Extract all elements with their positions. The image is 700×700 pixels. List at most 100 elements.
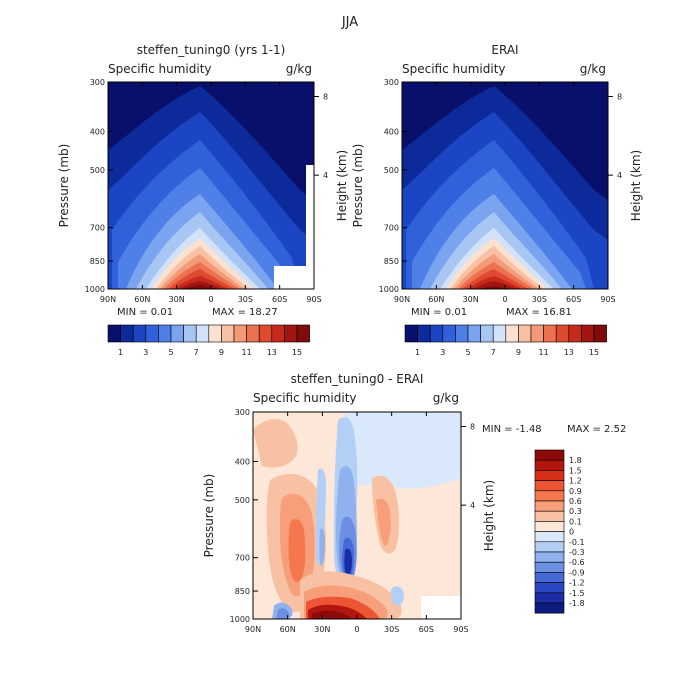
y-tick-label: 850 bbox=[384, 257, 399, 266]
colorbar-label: 5 bbox=[168, 348, 173, 357]
x-tick-label: 60S bbox=[419, 625, 434, 634]
difference-band bbox=[288, 519, 306, 583]
y-tick-label: 300 bbox=[90, 78, 105, 87]
max-label: MAX = 18.27 bbox=[212, 307, 278, 318]
colorbar-label: 1.8 bbox=[569, 456, 582, 465]
colorbar-swatch bbox=[518, 324, 532, 343]
colorbar-swatch bbox=[132, 324, 147, 343]
y-tick-label: 500 bbox=[90, 166, 105, 175]
difference-band bbox=[319, 528, 325, 566]
colorbar-swatch bbox=[534, 592, 565, 604]
colorbar-label: 0.6 bbox=[569, 497, 582, 506]
x-tick-label: 60N bbox=[280, 625, 296, 634]
y-tick-label: 300 bbox=[384, 78, 399, 87]
colorbar-label: 3 bbox=[143, 348, 148, 357]
colorbar-label: 7 bbox=[491, 348, 496, 357]
colorbar-label: 15 bbox=[589, 348, 599, 357]
difference-band bbox=[390, 586, 404, 606]
x-tick-label: 30S bbox=[384, 625, 399, 634]
x-tick-label: 60N bbox=[428, 295, 444, 304]
colorbar-swatch bbox=[581, 324, 595, 343]
x-tick-label: 0 bbox=[354, 625, 359, 634]
x-tick-label: 30N bbox=[463, 295, 479, 304]
colorbar-swatch bbox=[534, 602, 565, 614]
x-tick-label: 90N bbox=[245, 625, 261, 634]
y-tick-label: 700 bbox=[90, 224, 105, 233]
panel-model: steffen_tuning0 (yrs 1-1) Specific humid… bbox=[107, 43, 315, 318]
colorbar-swatch bbox=[467, 324, 481, 343]
y2-tick-label: 8 bbox=[470, 422, 475, 431]
panel-title: steffen_tuning0 - ERAI bbox=[291, 372, 424, 386]
humidity-band bbox=[472, 281, 517, 289]
y-tick-label: 300 bbox=[235, 408, 250, 417]
colorbar-label: -1.2 bbox=[569, 579, 585, 588]
colorbar-swatch bbox=[534, 521, 565, 532]
colorbar-label: 11 bbox=[539, 348, 549, 357]
colorbar-swatch bbox=[442, 324, 456, 343]
colorbar-swatch bbox=[534, 470, 565, 481]
x-tick-label: 60S bbox=[272, 295, 287, 304]
y-axis-title: Pressure (mb) bbox=[57, 144, 71, 228]
colorbar-label: -0.3 bbox=[569, 548, 585, 557]
axes-overlay: 90N 60N 30N 0 30S 60S 90S 300 400 500 700 850 1000 8 4… bbox=[57, 78, 643, 634]
colorbar-swatch bbox=[534, 551, 565, 563]
panel-title: ERAI bbox=[491, 43, 518, 57]
colorbar-label: 1 bbox=[415, 348, 420, 357]
colorbar-label: 13 bbox=[267, 348, 277, 357]
colorbar-label: 3 bbox=[440, 348, 445, 357]
y-tick-label: 1000 bbox=[85, 285, 105, 294]
colorbar-swatch bbox=[534, 480, 565, 492]
colorbar-swatch bbox=[284, 324, 298, 343]
colorbar-label: -1.5 bbox=[569, 589, 585, 598]
colorbar-swatch bbox=[534, 531, 565, 543]
colorbar-swatch bbox=[417, 324, 431, 343]
colorbar-label: 13 bbox=[564, 348, 574, 357]
colorbar-label: 1 bbox=[118, 348, 123, 357]
x-tick-label: 60N bbox=[134, 295, 150, 304]
colorbar-swatch bbox=[534, 510, 565, 522]
units-label: g/kg bbox=[580, 62, 606, 76]
y2-axis-title: Height (km) bbox=[629, 150, 643, 221]
colorbar-label: 5 bbox=[465, 348, 470, 357]
x-tick-label: 90N bbox=[100, 295, 116, 304]
y-tick-label: 1000 bbox=[379, 285, 399, 294]
colorbar-swatch bbox=[534, 561, 565, 573]
y-tick-label: 1000 bbox=[230, 615, 250, 624]
max-label: MAX = 16.81 bbox=[506, 307, 572, 318]
y-tick-label: 400 bbox=[90, 127, 105, 136]
colorbar-label: 7 bbox=[194, 348, 199, 357]
missing-data-mask bbox=[274, 266, 314, 289]
y-tick-label: 500 bbox=[384, 166, 399, 175]
x-tick-label: 90S bbox=[600, 295, 615, 304]
difference-band bbox=[344, 548, 352, 576]
difference-band bbox=[376, 498, 391, 546]
colorbar-label: -0.9 bbox=[569, 568, 585, 577]
colorbar-swatch bbox=[593, 324, 607, 343]
colorbar-swatch bbox=[107, 324, 121, 343]
contour-field bbox=[253, 412, 461, 619]
x-tick-label: 90S bbox=[453, 625, 468, 634]
colorbar-swatch bbox=[534, 449, 565, 461]
y-tick-label: 400 bbox=[235, 457, 250, 466]
missing-data-mask bbox=[421, 596, 461, 619]
colorbar-swatch bbox=[543, 324, 557, 343]
colorbar-swatch bbox=[170, 324, 184, 343]
difference-band bbox=[276, 608, 290, 619]
contour-field bbox=[402, 82, 608, 289]
colorbar-label: 0.3 bbox=[569, 507, 582, 516]
y2-tick-label: 4 bbox=[617, 171, 622, 180]
colorbar-label: -1.8 bbox=[569, 599, 585, 608]
x-tick-label: 30N bbox=[314, 625, 330, 634]
colorbar-swatch bbox=[246, 324, 260, 343]
x-tick-label: 30S bbox=[532, 295, 547, 304]
y2-tick-label: 4 bbox=[323, 171, 328, 180]
colorbar-label: 9 bbox=[219, 348, 224, 357]
colorbar-swatch bbox=[271, 324, 285, 343]
min-label: MIN = 0.01 bbox=[117, 307, 173, 318]
min-label: MIN = 0.01 bbox=[411, 307, 467, 318]
x-tick-label: 0 bbox=[208, 295, 213, 304]
colorbar-swatch bbox=[534, 459, 565, 471]
colorbar-label: 0.9 bbox=[569, 487, 582, 496]
x-tick-label: 60S bbox=[566, 295, 581, 304]
